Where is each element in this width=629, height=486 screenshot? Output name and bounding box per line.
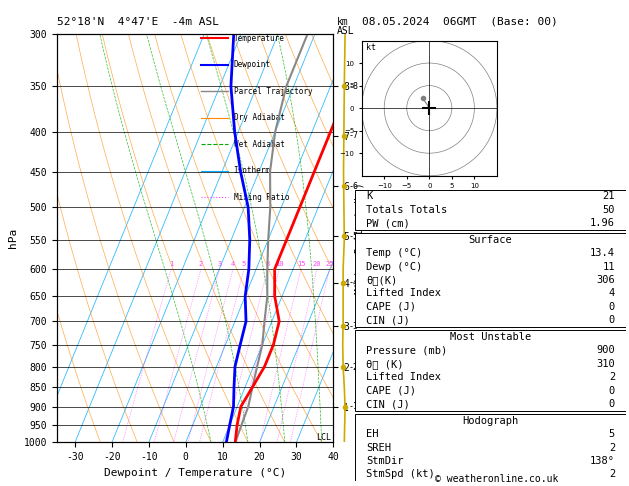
Text: 52°18'N  4°47'E  -4m ASL: 52°18'N 4°47'E -4m ASL: [57, 17, 219, 27]
Text: ASL: ASL: [337, 26, 354, 36]
Text: θᴇ(K): θᴇ(K): [366, 275, 398, 285]
Y-axis label: Mixing Ratio (g/kg): Mixing Ratio (g/kg): [355, 182, 365, 294]
Text: Most Unstable: Most Unstable: [450, 332, 532, 342]
Text: 0: 0: [609, 315, 615, 325]
Text: -7: -7: [349, 131, 359, 140]
Text: 08.05.2024  06GMT  (Base: 00): 08.05.2024 06GMT (Base: 00): [362, 17, 557, 27]
Text: CIN (J): CIN (J): [366, 399, 410, 409]
Text: 2: 2: [609, 469, 615, 480]
Text: Pressure (mb): Pressure (mb): [366, 346, 447, 355]
Text: 25: 25: [325, 261, 334, 267]
Text: 20: 20: [313, 261, 321, 267]
Text: LCL: LCL: [316, 433, 331, 442]
Text: 15: 15: [297, 261, 305, 267]
Y-axis label: hPa: hPa: [8, 228, 18, 248]
Text: 4: 4: [231, 261, 235, 267]
Text: -2: -2: [349, 363, 359, 372]
Text: Isotherm: Isotherm: [234, 166, 270, 175]
Text: PW (cm): PW (cm): [366, 218, 410, 228]
Text: 21: 21: [603, 191, 615, 201]
Text: 310: 310: [596, 359, 615, 369]
Text: Temperature: Temperature: [234, 34, 284, 43]
Bar: [355, 330, 626, 411]
Text: -5: -5: [349, 232, 359, 241]
Text: CAPE (J): CAPE (J): [366, 302, 416, 312]
Text: Dry Adiabat: Dry Adiabat: [234, 113, 284, 122]
Text: 5: 5: [609, 429, 615, 439]
Text: 138°: 138°: [590, 456, 615, 466]
Text: km: km: [337, 17, 348, 27]
Text: -1: -1: [349, 402, 359, 411]
Text: 2: 2: [199, 261, 203, 267]
Text: 2: 2: [609, 443, 615, 452]
Bar: [355, 414, 626, 481]
Text: -4: -4: [349, 278, 359, 287]
Text: Mixing Ratio: Mixing Ratio: [234, 193, 289, 202]
Text: 4: 4: [609, 288, 615, 298]
Text: CAPE (J): CAPE (J): [366, 385, 416, 396]
Text: 0: 0: [609, 302, 615, 312]
Text: 0: 0: [609, 399, 615, 409]
Text: Hodograph: Hodograph: [462, 416, 519, 426]
Text: 50: 50: [603, 205, 615, 215]
Text: kt: kt: [366, 43, 376, 52]
Text: Dewp (°C): Dewp (°C): [366, 261, 423, 272]
Text: Parcel Trajectory: Parcel Trajectory: [234, 87, 313, 96]
Text: 8: 8: [265, 261, 270, 267]
Text: 5: 5: [242, 261, 246, 267]
Text: 0: 0: [609, 385, 615, 396]
Text: 1: 1: [169, 261, 173, 267]
Text: 11: 11: [603, 261, 615, 272]
Text: Wet Adiabat: Wet Adiabat: [234, 140, 284, 149]
Text: 1.96: 1.96: [590, 218, 615, 228]
Text: © weatheronline.co.uk: © weatheronline.co.uk: [435, 473, 559, 484]
Text: -6: -6: [349, 182, 359, 191]
Text: 306: 306: [596, 275, 615, 285]
Text: Dewpoint: Dewpoint: [234, 60, 270, 69]
X-axis label: Dewpoint / Temperature (°C): Dewpoint / Temperature (°C): [104, 468, 286, 478]
Text: StmSpd (kt): StmSpd (kt): [366, 469, 435, 480]
Text: θᴇ (K): θᴇ (K): [366, 359, 404, 369]
Text: 900: 900: [596, 346, 615, 355]
Text: 13.4: 13.4: [590, 248, 615, 258]
Text: EH: EH: [366, 429, 379, 439]
Text: -8: -8: [349, 82, 359, 91]
Text: 10: 10: [275, 261, 284, 267]
Text: SREH: SREH: [366, 443, 391, 452]
Text: -3: -3: [349, 322, 359, 330]
Bar: [355, 190, 626, 230]
Text: StmDir: StmDir: [366, 456, 404, 466]
Text: Surface: Surface: [469, 235, 513, 245]
Text: Lifted Index: Lifted Index: [366, 288, 441, 298]
Text: 3: 3: [218, 261, 221, 267]
Text: Temp (°C): Temp (°C): [366, 248, 423, 258]
Bar: [355, 233, 626, 327]
Text: 2: 2: [609, 372, 615, 382]
Text: Lifted Index: Lifted Index: [366, 372, 441, 382]
Text: CIN (J): CIN (J): [366, 315, 410, 325]
Text: Totals Totals: Totals Totals: [366, 205, 447, 215]
Text: K: K: [366, 191, 372, 201]
